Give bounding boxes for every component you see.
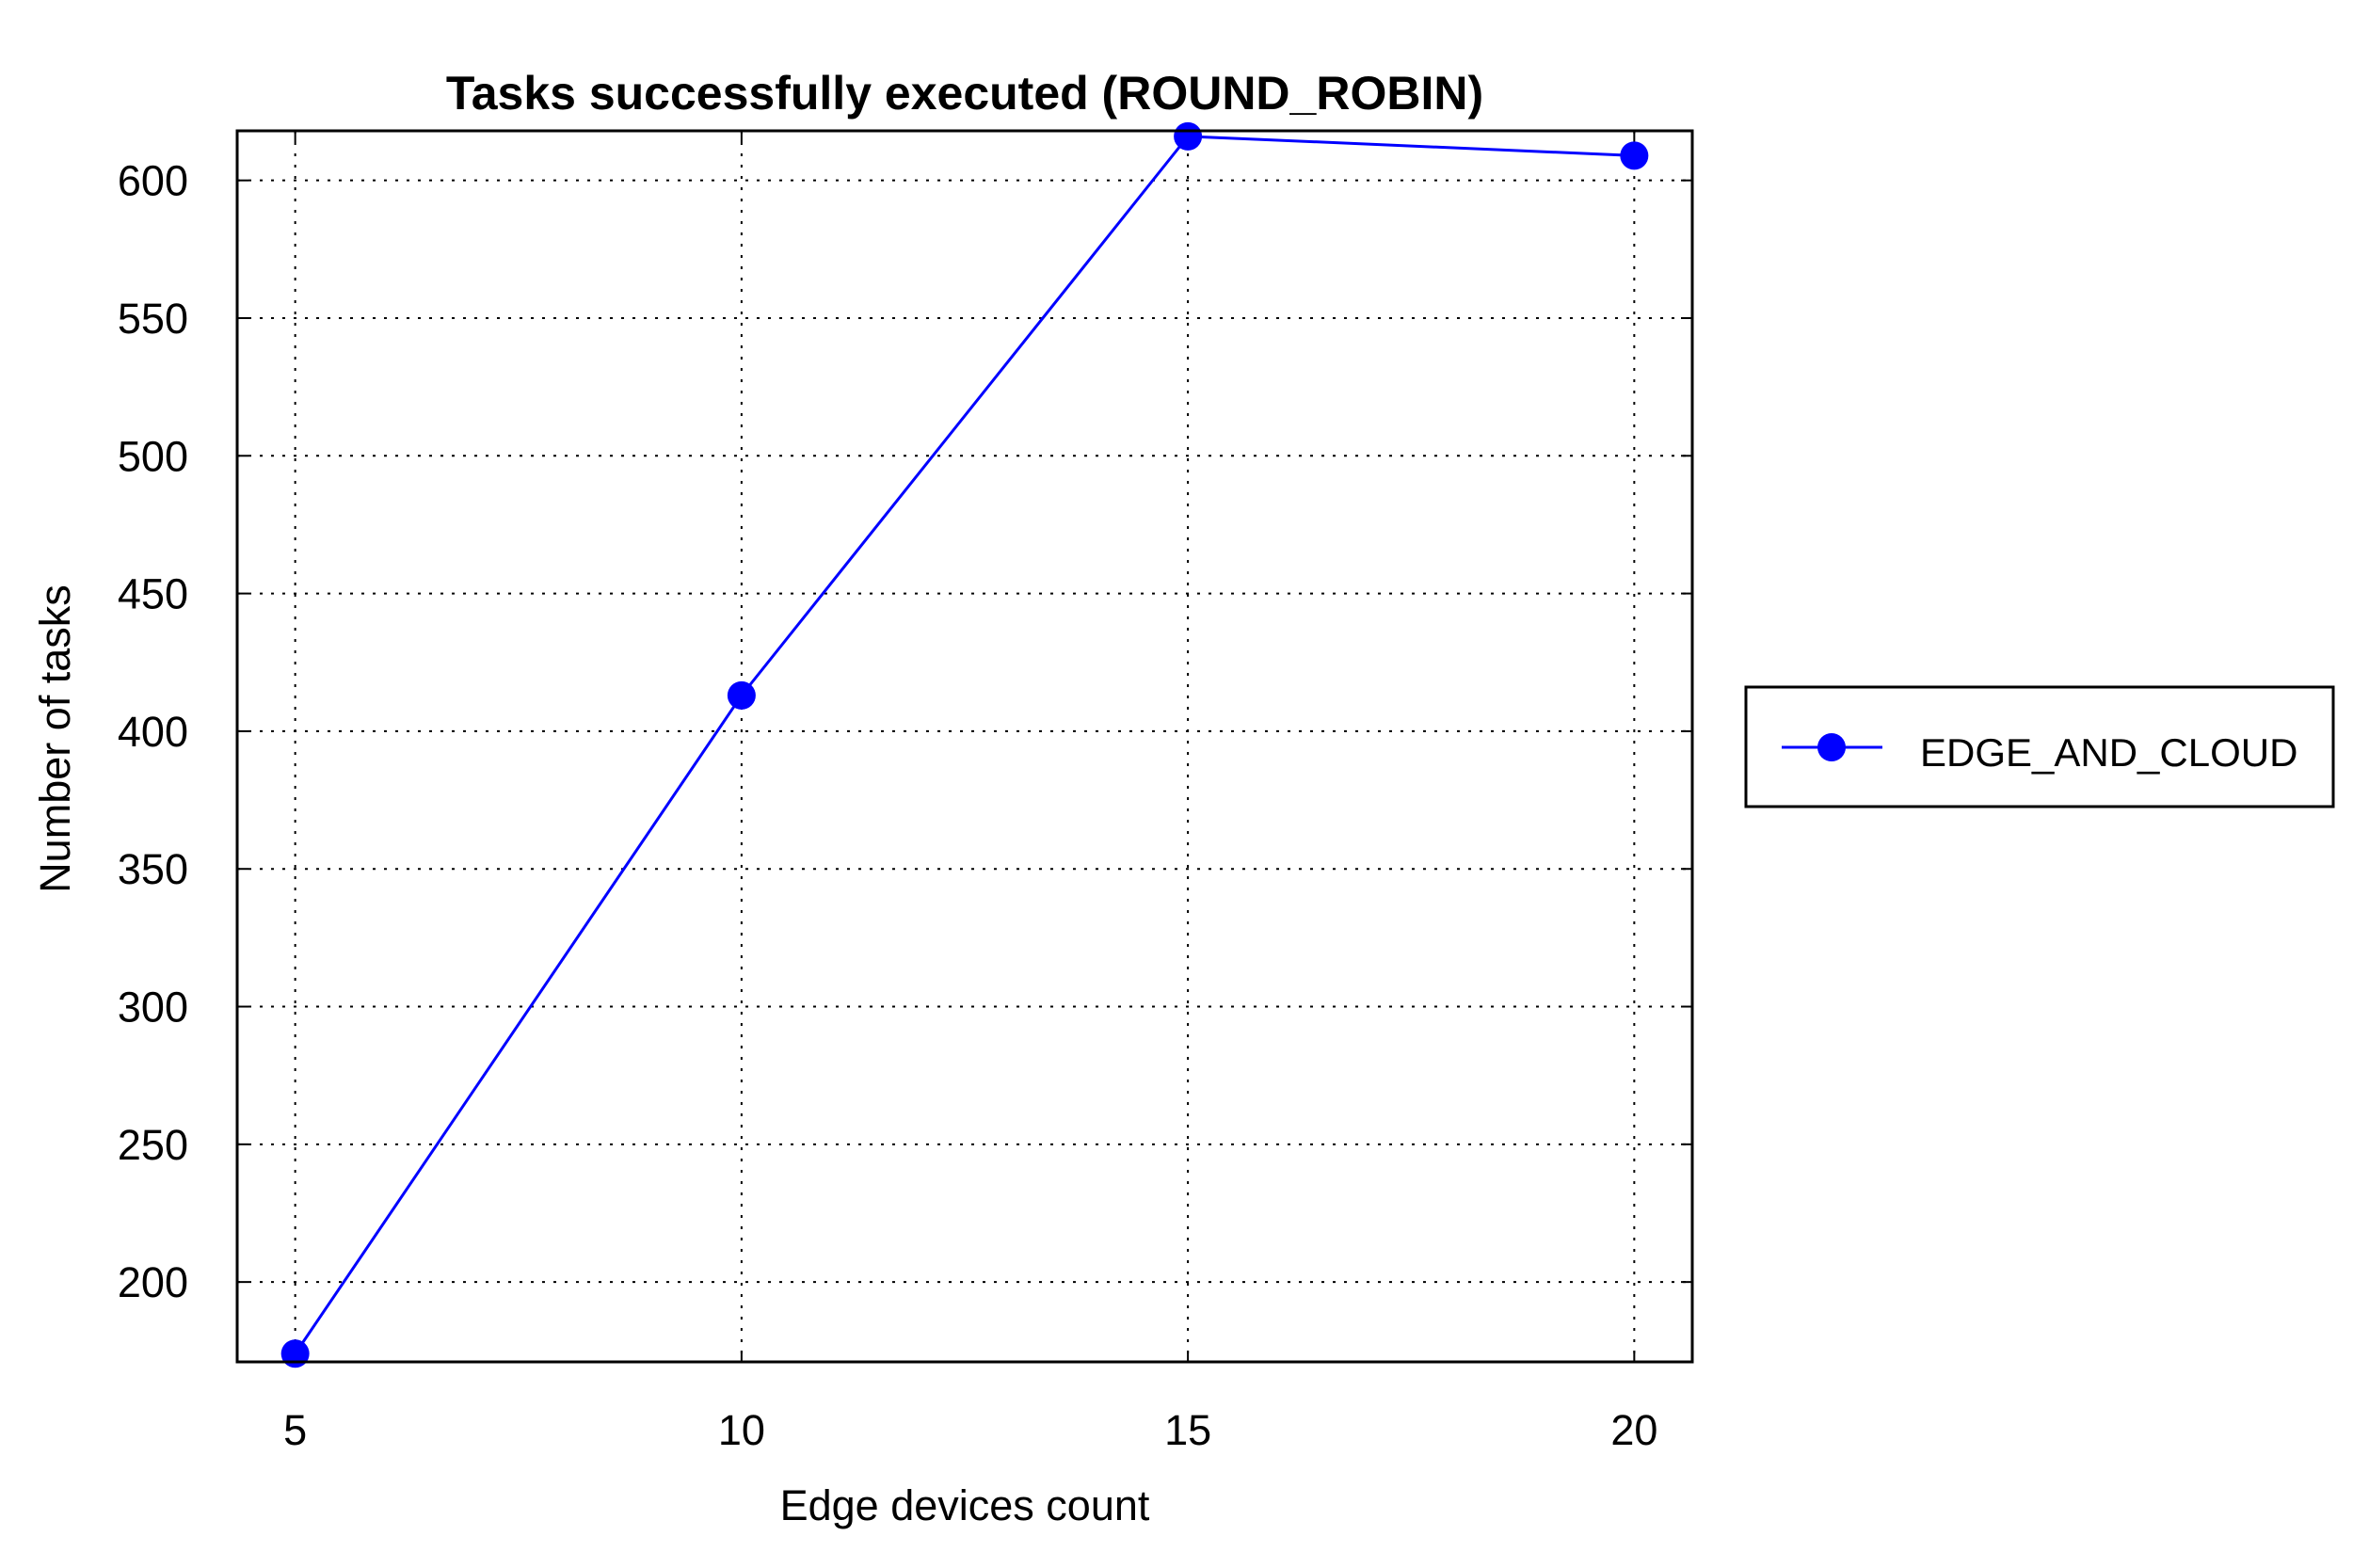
grid <box>237 131 1692 1362</box>
x-axis-label: Edge devices count <box>780 1481 1150 1529</box>
y-tick-label: 500 <box>118 432 188 480</box>
series-line <box>294 135 1635 1355</box>
y-tick-label: 200 <box>118 1258 188 1306</box>
x-tick-label: 15 <box>1164 1406 1211 1454</box>
axis-ticks: 5 10 15 20 200 250 300 350 400 450 500 550 600 <box>118 131 1692 1454</box>
y-tick-label: 550 <box>118 295 188 343</box>
legend-label: EDGE_AND_CLOUD <box>1920 730 2297 775</box>
y-tick-label: 450 <box>118 570 188 618</box>
data-point <box>280 1339 310 1368</box>
plot-series <box>280 121 1649 1368</box>
y-axis-label: Number of tasks <box>31 584 79 893</box>
x-tick-label: 5 <box>283 1406 307 1454</box>
y-tick-label: 300 <box>118 984 188 1032</box>
y-tick-label: 400 <box>118 708 188 756</box>
legend-box <box>1744 685 2335 808</box>
x-tick-label: 20 <box>1610 1406 1657 1454</box>
plot-frame <box>235 129 1694 1364</box>
data-point <box>1174 121 1203 151</box>
y-tick-label: 350 <box>118 845 188 893</box>
data-point <box>727 680 756 710</box>
y-tick-label: 250 <box>118 1121 188 1169</box>
chart-title: Tasks successfully executed (ROUND_ROBIN… <box>446 67 1483 120</box>
data-point <box>1620 141 1649 170</box>
legend: EDGE_AND_CLOUD <box>1744 685 2335 808</box>
y-tick-label: 600 <box>118 157 188 205</box>
legend-marker-swatch <box>1817 733 1846 761</box>
x-tick-label: 10 <box>718 1406 765 1454</box>
